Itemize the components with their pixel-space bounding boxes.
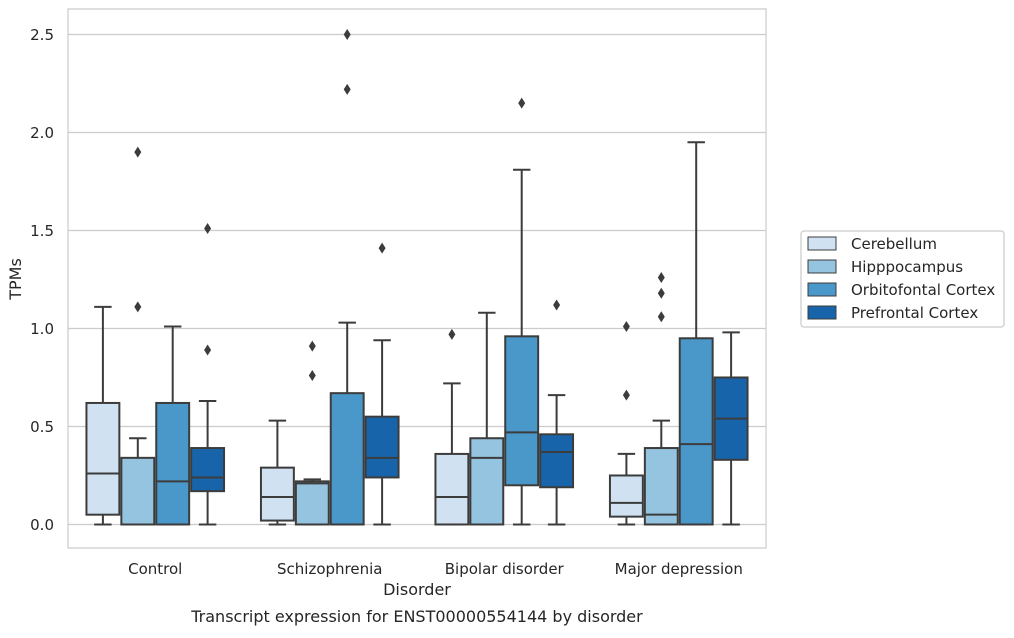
- box-group: [713, 331, 749, 526]
- box: [539, 433, 575, 489]
- box: [678, 337, 714, 526]
- outlier-point: [308, 340, 316, 352]
- box: [608, 474, 644, 518]
- y-tick-label: 1.5: [30, 222, 54, 240]
- legend-label: Prefrontal Cortex: [851, 304, 978, 322]
- legend-label: Orbitofontal Cortex: [851, 281, 995, 299]
- outlier-point: [343, 83, 351, 95]
- outlier-point: [657, 287, 665, 299]
- box: [120, 456, 156, 526]
- box-group: [643, 272, 679, 526]
- figure-caption: Transcript expression for ENST0000055414…: [190, 607, 643, 626]
- y-tick-labels: 0.0 0.5 1.0 1.5 2.0 2.5: [30, 26, 54, 534]
- box-group: [504, 97, 540, 526]
- box-group: [329, 28, 365, 526]
- outlier-point: [134, 146, 142, 158]
- outlier-point: [657, 272, 665, 284]
- legend-label: Hipppocampus: [851, 258, 963, 276]
- boxes-layer: [85, 28, 749, 526]
- box-group: [294, 340, 330, 526]
- outlier-point: [657, 311, 665, 323]
- legend-frame: [800, 230, 1005, 328]
- x-tick-label: Control: [128, 560, 182, 578]
- legend-swatch: [807, 305, 837, 320]
- y-tick-label: 2.5: [30, 26, 54, 44]
- box-group: [259, 419, 295, 526]
- x-tick-label: Schizophrenia: [277, 560, 382, 578]
- x-axis-label: Disorder: [383, 580, 451, 599]
- y-tick-label: 0.5: [30, 418, 54, 436]
- box-group: [85, 305, 121, 526]
- legend-swatch: [807, 282, 837, 297]
- box: [294, 480, 330, 526]
- y-tick-label: 0.0: [30, 516, 54, 534]
- outlier-point: [343, 28, 351, 40]
- legend: Cerebellum Hipppocampus Orbitofontal Corte…: [800, 230, 1005, 328]
- outlier-point: [518, 97, 526, 109]
- outlier-point: [378, 242, 386, 254]
- outlier-point: [134, 301, 142, 313]
- outlier-point: [622, 389, 630, 401]
- box-group: [608, 321, 644, 526]
- outlier-point: [622, 321, 630, 333]
- box-group: [155, 325, 191, 526]
- y-tick-label: 1.0: [30, 320, 54, 338]
- box-group: [539, 299, 575, 526]
- box-group: [469, 311, 505, 526]
- box: [190, 447, 226, 493]
- box: [469, 437, 505, 526]
- y-tick-label: 2.0: [30, 124, 54, 142]
- box: [434, 452, 470, 526]
- legend-label: Cerebellum: [851, 235, 937, 253]
- box-group: [434, 328, 470, 526]
- box-group: [364, 242, 400, 526]
- legend-swatch: [807, 236, 837, 251]
- box: [643, 447, 679, 526]
- x-tick-label: Major depression: [615, 560, 743, 578]
- y-axis-label: TPMs: [6, 258, 25, 301]
- box: [155, 401, 191, 526]
- outlier-point: [204, 223, 212, 235]
- box: [85, 401, 121, 516]
- outlier-point: [448, 328, 456, 340]
- box: [504, 335, 540, 487]
- legend-swatch: [807, 259, 837, 274]
- box: [259, 466, 295, 522]
- box-group: [190, 223, 226, 526]
- outlier-point: [553, 299, 561, 311]
- plot-frame: [67, 8, 767, 549]
- box-group: [120, 146, 156, 526]
- outlier-point: [308, 370, 316, 382]
- x-tick-labels: Control Schizophrenia Bipolar disorder Majo…: [128, 560, 743, 578]
- x-tick-label: Bipolar disorder: [445, 560, 565, 578]
- box: [364, 415, 400, 479]
- box: [329, 392, 365, 526]
- box-group: [678, 141, 714, 526]
- outlier-point: [204, 344, 212, 356]
